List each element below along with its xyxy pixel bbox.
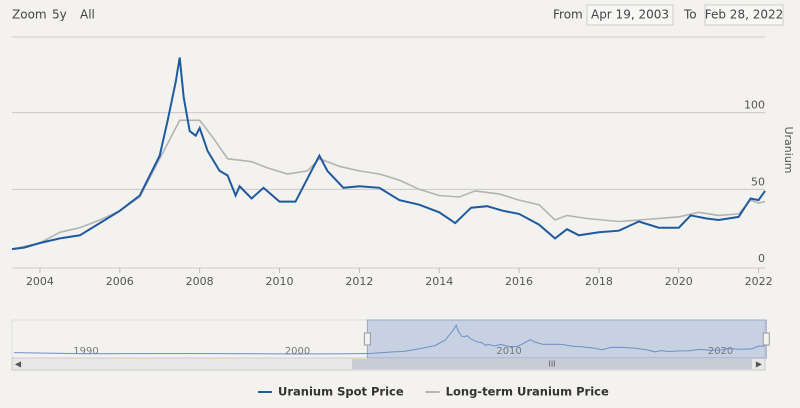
x-tick-label: 2012 — [345, 275, 373, 288]
from-input[interactable] — [586, 4, 674, 26]
x-tick-label: 2010 — [266, 275, 294, 288]
navigator-tick-label: 2010 — [496, 346, 521, 357]
x-tick-label: 2022 — [745, 275, 773, 288]
y-tick-label: 0 — [758, 252, 765, 265]
to-date: Feb 28, 2022 — [705, 8, 784, 22]
navigator-handle[interactable] — [363, 332, 371, 346]
navigator-handle[interactable] — [762, 332, 770, 346]
from-label: From — [553, 8, 583, 22]
zoom-button[interactable]: All — [80, 8, 95, 22]
navigator-tick-label: 1990 — [73, 346, 98, 357]
x-tick-label: 2020 — [665, 275, 693, 288]
y-tick-label: 50 — [751, 175, 765, 188]
to-input[interactable] — [704, 4, 784, 26]
zoom-button[interactable]: 5y — [52, 8, 67, 22]
from-date: Apr 19, 2003 — [591, 8, 669, 22]
series-line — [11, 119, 766, 250]
to-label: To — [683, 8, 697, 22]
navigator-line — [14, 324, 767, 355]
x-tick-label: 2014 — [425, 275, 453, 288]
zoom-label: Zoom — [12, 8, 47, 22]
x-tick-label: 2006 — [106, 275, 134, 288]
navigator-selection — [366, 319, 767, 359]
x-tick-label: 2008 — [186, 275, 214, 288]
legend-label[interactable]: Uranium Spot Price — [278, 385, 404, 399]
y-axis-title: Uranium — [782, 126, 795, 173]
x-tick-label: 2018 — [585, 275, 613, 288]
series-line — [11, 57, 766, 251]
navigator-bg — [11, 319, 766, 359]
y-tick-label: 100 — [744, 99, 765, 112]
scrollbar-grip: III — [548, 360, 555, 369]
x-tick-label: 2004 — [26, 275, 54, 288]
x-tick-label: 2016 — [505, 275, 533, 288]
navigator-tick-label: 2020 — [708, 346, 733, 357]
legend-label[interactable]: Long-term Uranium Price — [446, 385, 609, 399]
scrollbar-thumb[interactable] — [352, 359, 752, 369]
scroll-right[interactable]: ▶ — [756, 360, 763, 369]
scroll-left[interactable]: ◀ — [15, 360, 22, 369]
navigator-tick-label: 2000 — [285, 346, 310, 357]
